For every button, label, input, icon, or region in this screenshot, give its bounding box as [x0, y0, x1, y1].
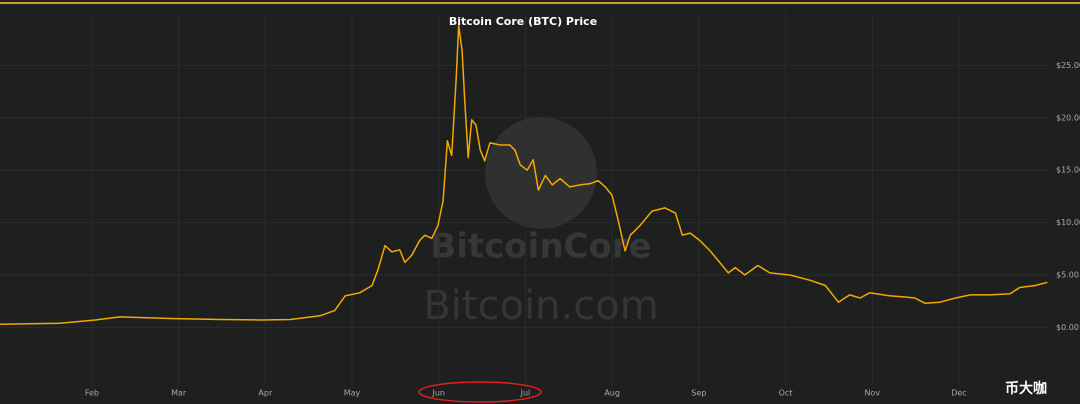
y-tick-label: $15.00 — [1056, 166, 1080, 175]
x-tick-label: Feb — [85, 389, 99, 398]
y-tick-label: $20.00 — [1056, 113, 1080, 122]
x-tick-label: Aug — [604, 389, 620, 398]
y-tick-label: $10.00 — [1056, 218, 1080, 227]
x-tick-label: Mar — [171, 389, 187, 398]
y-tick-label: $25.00 — [1056, 61, 1080, 70]
watermark: BitcoinCore — [430, 227, 651, 267]
y-tick-label: $5.00 — [1056, 270, 1079, 279]
x-tick-label: Jul — [520, 389, 531, 398]
price-line — [0, 24, 1048, 325]
chart-title: Bitcoin Core (BTC) Price — [449, 15, 597, 28]
x-tick-label: Apr — [258, 389, 273, 398]
x-tick-label: May — [344, 389, 361, 398]
watermark: Bitcoin.com — [423, 283, 658, 329]
x-tick-label: Sep — [691, 389, 706, 398]
x-tick-label: Dec — [951, 389, 966, 398]
watermark-logo — [485, 117, 597, 229]
y-tick-label: $0.00 — [1056, 323, 1079, 332]
x-tick-label: Jun — [431, 389, 445, 398]
x-tick-label: Nov — [864, 389, 880, 398]
watermark: 币大咖 — [1005, 380, 1047, 397]
highlight-ellipse — [418, 381, 542, 403]
x-tick-label: Oct — [779, 389, 793, 398]
